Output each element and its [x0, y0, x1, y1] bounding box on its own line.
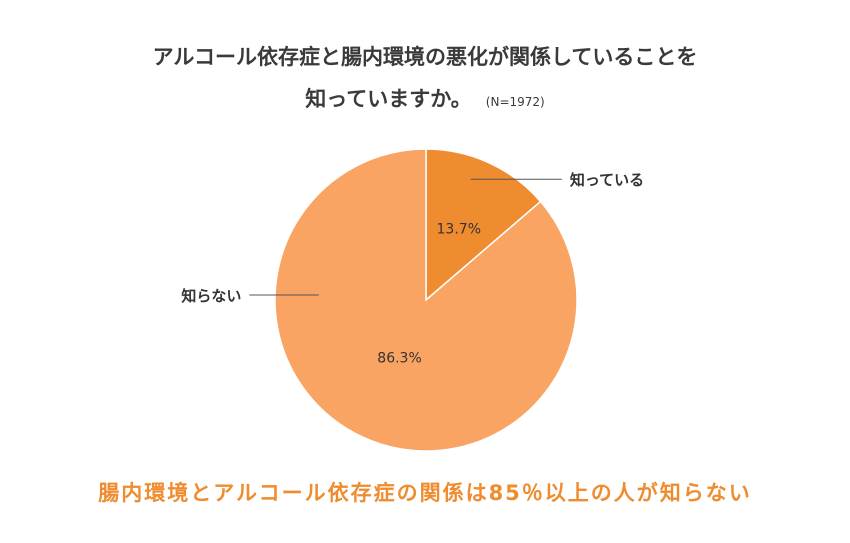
slice-aware — [425, 148, 542, 302]
chart-title-line2-text: 知っていますか。 — [305, 87, 472, 111]
sample-size-note: (N=1972) — [485, 95, 545, 109]
conclusion-text: 腸内環境とアルコール依存症の関係は85％以上の人が知らない — [98, 481, 752, 505]
pie-slices — [274, 148, 578, 452]
chart-title-line2: 知っていますか。 (N=1972) — [0, 84, 850, 117]
value-label-unaware: 86.3% — [377, 351, 421, 367]
value-label-aware: 13.7% — [437, 222, 481, 238]
pie-leader-lines — [249, 178, 562, 296]
label-aware: 知っている — [570, 171, 644, 189]
pie-labels: 13.7% 知っている 86.3% 知らない — [181, 171, 644, 366]
label-unaware: 知らない — [181, 287, 241, 305]
slice-unaware — [274, 148, 578, 452]
chart-title-line1: アルコール依存症と腸内環境の悪化が関係していることを — [152, 45, 698, 69]
